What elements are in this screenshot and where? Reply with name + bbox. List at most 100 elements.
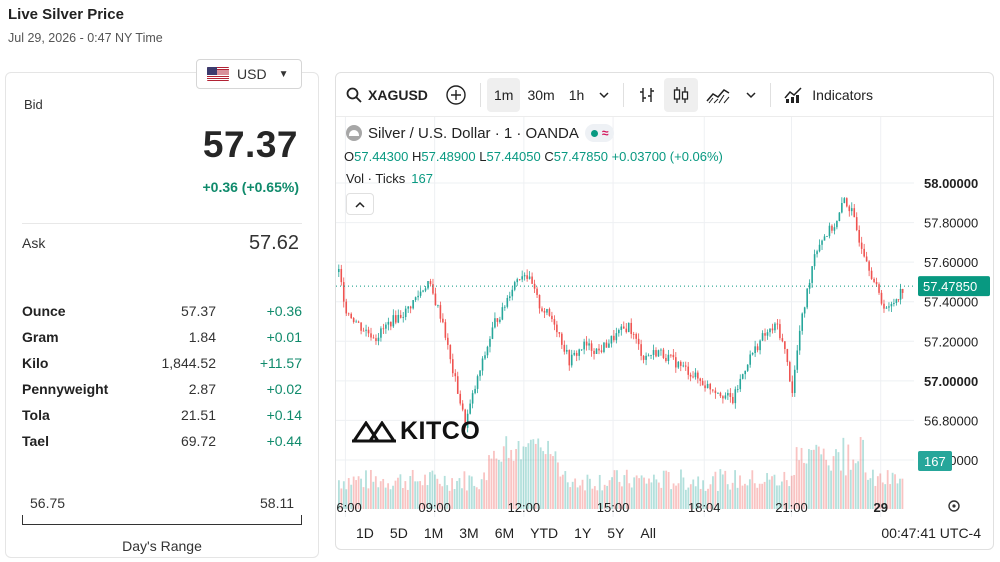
range-1y[interactable]: 1Y (574, 525, 592, 541)
bid-price: 57.37 (202, 124, 298, 165)
volume-bar (876, 476, 879, 509)
volume-bar (896, 483, 899, 509)
volume-bar (879, 473, 882, 509)
volume-bar (480, 479, 483, 509)
candle (397, 314, 400, 323)
volume-bar (874, 485, 877, 509)
candle (580, 349, 583, 351)
volume-bar (849, 469, 852, 509)
volume-bar (606, 485, 609, 509)
candle (899, 288, 902, 300)
candle (724, 395, 727, 399)
candle (838, 212, 841, 221)
volume-bar (667, 471, 670, 509)
volume-bar (894, 474, 896, 509)
volume-bar (778, 485, 781, 509)
interval-dropdown[interactable] (591, 78, 617, 112)
bar-chart-type-button[interactable] (630, 78, 664, 112)
chevron-down-icon (746, 91, 756, 98)
volume-bar (680, 469, 682, 509)
candle (637, 338, 640, 345)
volume-bar (704, 490, 707, 509)
watermark-text: KITCO (400, 417, 481, 445)
market-status-pill[interactable]: ≈ (584, 124, 615, 142)
volume-bar (342, 481, 345, 509)
volume-bar (549, 454, 552, 509)
volume-bar (338, 480, 340, 509)
candle (605, 342, 608, 348)
volume-bar (355, 480, 358, 509)
volume-bar (369, 469, 372, 509)
candle (870, 270, 873, 279)
candle (759, 340, 761, 351)
area-chart-type-button[interactable] (698, 78, 738, 112)
volume-bar (682, 477, 685, 509)
indicators-button[interactable]: Indicators (777, 78, 880, 112)
volume-bar (822, 448, 825, 509)
candle (704, 385, 706, 389)
interval-30m[interactable]: 30m (527, 86, 555, 103)
volume-bar (389, 489, 392, 509)
symbol-search[interactable]: XAGUSD (336, 87, 438, 103)
chart-type-dropdown[interactable] (738, 78, 764, 112)
candle (340, 268, 343, 283)
volume-bar (640, 475, 643, 509)
candle (466, 413, 469, 428)
volume-bar (729, 489, 732, 509)
range-6m[interactable]: 6M (494, 525, 515, 541)
volume-bar (766, 473, 768, 509)
candle (394, 315, 397, 323)
collapse-legend-button[interactable] (346, 193, 374, 215)
unit-price-table: Ounce 57.37 +0.36 Gram 1.84 +0.01 Kilo 1… (22, 298, 302, 454)
high-value: 57.48900 (421, 149, 476, 164)
chevron-up-icon (355, 201, 365, 208)
range-5y[interactable]: 5Y (607, 525, 625, 541)
volume-bar (808, 449, 810, 509)
range-all[interactable]: All (640, 525, 656, 541)
candle (451, 359, 454, 374)
range-ytd[interactable]: YTD (530, 525, 559, 541)
volume-bar (675, 485, 677, 509)
volume-bar (365, 470, 367, 509)
candle (806, 288, 808, 308)
table-row: Tael 69.72 +0.44 (22, 428, 302, 454)
volume-bar (854, 463, 857, 509)
candle (754, 346, 756, 354)
candle (897, 299, 900, 301)
range-1d[interactable]: 1D (356, 525, 374, 541)
y-tick-label: 57.60000 (924, 255, 978, 270)
volume-bar (591, 488, 594, 509)
volume-bar (345, 489, 348, 509)
candle (447, 337, 449, 345)
range-1m[interactable]: 1M (423, 525, 444, 541)
volume-bar (648, 478, 650, 509)
volume-bar (714, 471, 717, 509)
volume-bar (448, 490, 451, 509)
volume-bar (835, 449, 837, 509)
volume-bar (886, 470, 889, 509)
volume-bar (633, 477, 636, 509)
candle (888, 306, 890, 308)
candles-chart-type-button[interactable] (664, 77, 699, 112)
compare-button[interactable] (438, 78, 474, 112)
price-chart[interactable]: 58.00000 57.80000 57.60000 57.40000 57.20000… (336, 117, 993, 517)
candle (679, 361, 682, 366)
candle (357, 321, 360, 323)
range-3m[interactable]: 3M (459, 525, 479, 541)
ohlc-bars-icon (640, 87, 655, 102)
currency-select[interactable]: USD ▼ (196, 59, 302, 89)
candle (880, 292, 883, 304)
candle (811, 266, 813, 283)
candle (434, 293, 437, 306)
range-5d[interactable]: 5D (389, 525, 408, 541)
candle (504, 306, 506, 308)
interval-1h[interactable]: 1h (568, 86, 585, 103)
quote-panel (5, 72, 319, 558)
interval-1m[interactable]: 1m (487, 77, 521, 112)
chart-clock[interactable]: 00:47:41 UTC-4 (881, 525, 981, 541)
volume-bar (443, 475, 446, 509)
volume-bar (586, 474, 589, 509)
candle (675, 357, 677, 368)
candle (573, 352, 576, 355)
candle (642, 355, 645, 360)
